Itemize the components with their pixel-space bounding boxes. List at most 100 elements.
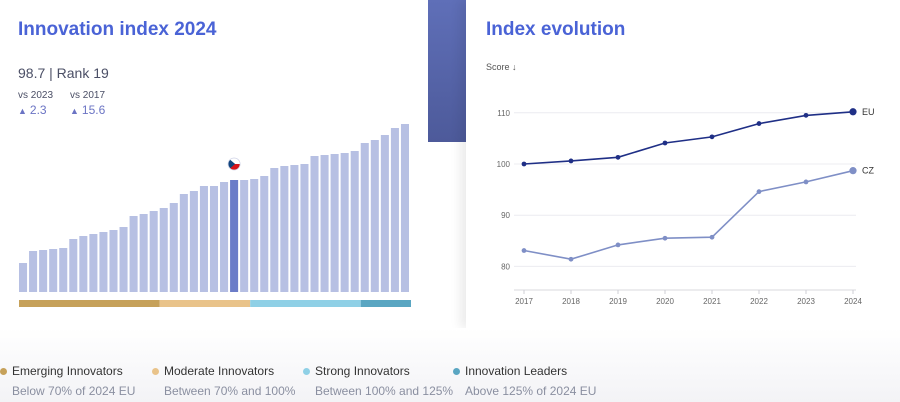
legend-description: Between 70% and 100% [164, 384, 296, 398]
data-point-cz[interactable] [521, 248, 527, 253]
x-tick-label: 2023 [797, 297, 815, 306]
country-bar[interactable] [310, 156, 319, 292]
series-line-cz [523, 169, 854, 261]
country-bar[interactable] [220, 182, 229, 292]
series-label-eu: EU [862, 107, 875, 117]
country-bar[interactable] [240, 180, 249, 292]
data-point-eu[interactable] [615, 154, 621, 160]
vs-2017-value: ▲ 15.6 [70, 103, 105, 117]
x-tick-label: 2018 [562, 297, 580, 306]
bar-highlighted-country[interactable] [230, 180, 239, 292]
country-bar[interactable] [79, 236, 88, 292]
legend-name: Innovation Leaders [465, 364, 568, 378]
group-band [19, 300, 160, 307]
x-tick-label: 2022 [750, 297, 768, 306]
data-point-eu[interactable] [521, 161, 527, 167]
country-bar[interactable] [69, 239, 78, 292]
country-bar[interactable] [209, 186, 219, 292]
country-bar[interactable] [300, 164, 309, 292]
country-bar[interactable] [320, 155, 329, 292]
country-bar[interactable] [89, 234, 98, 292]
flag-icon [227, 157, 241, 171]
country-bar[interactable] [390, 128, 399, 292]
vs-2023-number: 2.3 [29, 103, 47, 117]
country-bar[interactable] [250, 179, 259, 292]
data-point-eu[interactable] [662, 140, 668, 146]
innovation-index-title: Innovation index 2024 [18, 19, 217, 40]
country-bar[interactable] [39, 250, 48, 292]
legend-color-dot-icon [0, 368, 7, 375]
legend-name: Strong Innovators [315, 364, 410, 378]
x-tick-label: 2020 [656, 297, 674, 306]
x-tick-label: 2019 [609, 297, 627, 306]
legend-description: Above 125% of 2024 EU [465, 384, 597, 398]
legend-color-dot-icon [152, 368, 159, 375]
country-bar[interactable] [29, 251, 38, 292]
group-band [250, 300, 361, 307]
country-bar[interactable] [149, 211, 158, 292]
country-bar[interactable] [119, 227, 128, 292]
legend-description: Below 70% of 2024 EU [12, 384, 136, 398]
country-bar[interactable] [159, 208, 168, 292]
country-bar[interactable] [189, 191, 198, 292]
data-point-eu[interactable] [756, 121, 762, 126]
y-tick-label: 100 [497, 160, 511, 169]
country-bar[interactable] [270, 168, 279, 292]
country-bar[interactable] [380, 135, 389, 292]
country-bar[interactable] [340, 153, 349, 292]
legend-description: Between 100% and 125% [315, 384, 454, 398]
data-point-cz[interactable] [709, 234, 715, 240]
country-bar[interactable] [59, 248, 68, 292]
index-evolution-line-chart: 80 90 100 110 2017 2018 2019 2020 2021 2022 2023 20… [497, 107, 875, 306]
panel-divider-band [428, 0, 466, 142]
group-band [360, 300, 411, 307]
data-point-cz[interactable] [615, 242, 621, 248]
legend-color-dot-icon [303, 368, 310, 375]
x-tick-label: 2017 [515, 297, 533, 306]
vs-2023-value: ▲ 2.3 [18, 103, 47, 117]
y-tick-label: 110 [497, 109, 510, 118]
x-tick-label: 2021 [703, 297, 721, 306]
series-line-eu [523, 111, 854, 165]
country-bar[interactable] [19, 263, 28, 292]
data-point-cz[interactable] [849, 167, 857, 175]
group-band [159, 300, 251, 307]
country-bar[interactable] [290, 165, 299, 292]
country-bar[interactable] [199, 186, 208, 292]
score-sort-label[interactable]: Score ↓ [486, 62, 517, 72]
data-point-eu[interactable] [709, 134, 715, 140]
country-bar[interactable] [179, 194, 188, 292]
country-bar[interactable] [109, 230, 118, 292]
y-tick-label: 80 [501, 262, 510, 271]
data-point-eu[interactable] [568, 158, 574, 164]
data-point-cz[interactable] [662, 235, 668, 241]
data-point-eu[interactable] [803, 112, 809, 118]
legend-strip [0, 328, 900, 402]
country-bar[interactable] [129, 216, 138, 292]
data-point-eu[interactable] [849, 108, 857, 116]
country-bar[interactable] [169, 203, 178, 292]
vs-2017-number: 15.6 [81, 103, 106, 117]
up-triangle-icon: ▲ [70, 106, 79, 116]
y-tick-label: 90 [501, 211, 510, 220]
country-bar[interactable] [99, 232, 108, 292]
country-bar[interactable] [280, 166, 289, 292]
country-bar[interactable] [260, 176, 269, 292]
country-bar[interactable] [330, 154, 339, 292]
country-bar[interactable] [400, 124, 409, 292]
data-point-cz[interactable] [756, 189, 762, 195]
up-triangle-icon: ▲ [18, 106, 27, 116]
country-bar[interactable] [139, 214, 148, 292]
data-point-cz[interactable] [803, 179, 809, 185]
x-tick-label: 2024 [844, 297, 862, 306]
country-bar-chart [19, 124, 411, 307]
legend-color-dot-icon [453, 368, 460, 375]
legend-name: Moderate Innovators [164, 364, 275, 378]
vs-2023-label: vs 2023 [18, 90, 54, 101]
country-bar[interactable] [350, 151, 359, 292]
data-point-cz[interactable] [568, 256, 574, 262]
series-label-cz: CZ [862, 166, 874, 176]
country-bar[interactable] [49, 249, 58, 292]
country-bar[interactable] [360, 143, 369, 292]
country-bar[interactable] [370, 140, 379, 292]
